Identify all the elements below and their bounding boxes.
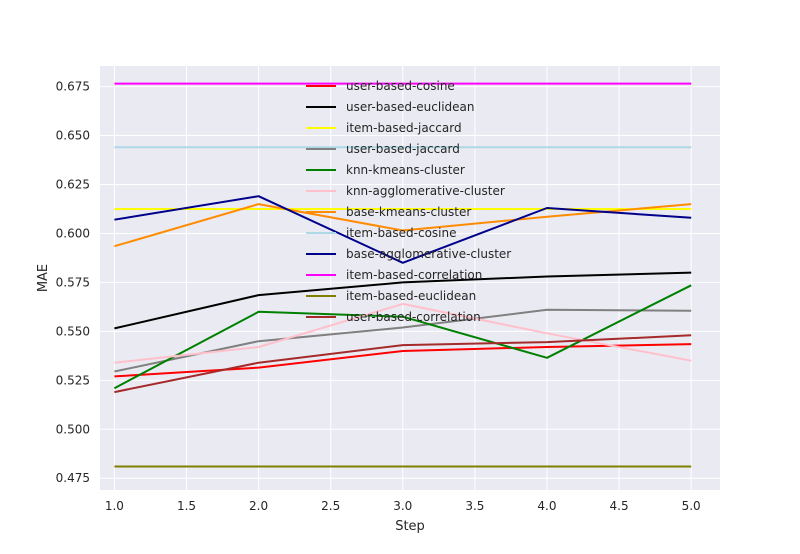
x-tick-label: 2.5 bbox=[321, 499, 340, 513]
series-line-user-based-correlation bbox=[114, 334, 692, 394]
y-tick-label: 0.600 bbox=[56, 226, 90, 240]
x-tick-label: 1.0 bbox=[105, 499, 124, 513]
legend-label: base-agglomerative-cluster bbox=[346, 247, 511, 261]
x-tick-label: 4.0 bbox=[537, 499, 556, 513]
legend-label: base-kmeans-cluster bbox=[346, 205, 471, 219]
y-tick-label: 0.625 bbox=[56, 177, 90, 191]
legend-label: item-based-jaccard bbox=[346, 121, 462, 135]
legend-label: knn-agglomerative-cluster bbox=[346, 184, 505, 198]
legend-label: user-based-jaccard bbox=[346, 142, 460, 156]
series-line-knn-agglomerative-cluster bbox=[114, 302, 692, 364]
legend-label: knn-kmeans-cluster bbox=[346, 163, 465, 177]
y-tick-label: 0.550 bbox=[56, 324, 90, 338]
series-line-user-based-euclidean bbox=[114, 271, 692, 330]
legend-label: item-based-euclidean bbox=[346, 289, 476, 303]
legend: user-based-cosine user-based-euclidean ite… bbox=[306, 79, 511, 324]
series-line-user-based-cosine bbox=[114, 343, 692, 378]
y-tick-label: 0.650 bbox=[56, 129, 90, 143]
series-lines bbox=[113, 82, 692, 468]
x-tick-label: 3.0 bbox=[393, 499, 412, 513]
x-tick-label: 3.5 bbox=[465, 499, 484, 513]
y-tick-label: 0.525 bbox=[56, 373, 90, 387]
y-tick-label: 0.575 bbox=[56, 275, 90, 289]
x-axis-label: Step bbox=[395, 519, 425, 534]
y-tick-label: 0.500 bbox=[56, 422, 90, 436]
legend-label: user-based-euclidean bbox=[346, 100, 475, 114]
series-line-knn-kmeans-cluster bbox=[113, 284, 692, 390]
legend-label: item-based-correlation bbox=[346, 268, 482, 282]
y-tick-label: 0.675 bbox=[56, 80, 90, 94]
legend-label: user-based-cosine bbox=[346, 79, 455, 93]
x-tick-label: 2.0 bbox=[249, 499, 268, 513]
legend-label: user-based-correlation bbox=[346, 310, 481, 324]
x-tick-label: 5.0 bbox=[682, 499, 701, 513]
legend-label: item-based-cosine bbox=[346, 226, 457, 240]
y-tick-label: 0.475 bbox=[56, 471, 90, 485]
y-tick-labels: 0.475 0.500 0.525 0.550 0.575 0.600 0.625 0.650… bbox=[56, 80, 90, 486]
series-line-base-agglomerative-cluster bbox=[114, 195, 692, 264]
plot-area bbox=[100, 66, 720, 490]
series-line-base-kmeans-cluster bbox=[114, 203, 692, 248]
y-axis-label: MAE bbox=[36, 264, 51, 292]
x-tick-label: 1.5 bbox=[177, 499, 196, 513]
x-tick-labels: 1.0 1.5 2.0 2.5 3.0 3.5 4.0 4.5 5.0 bbox=[105, 499, 701, 513]
x-tick-label: 4.5 bbox=[610, 499, 629, 513]
